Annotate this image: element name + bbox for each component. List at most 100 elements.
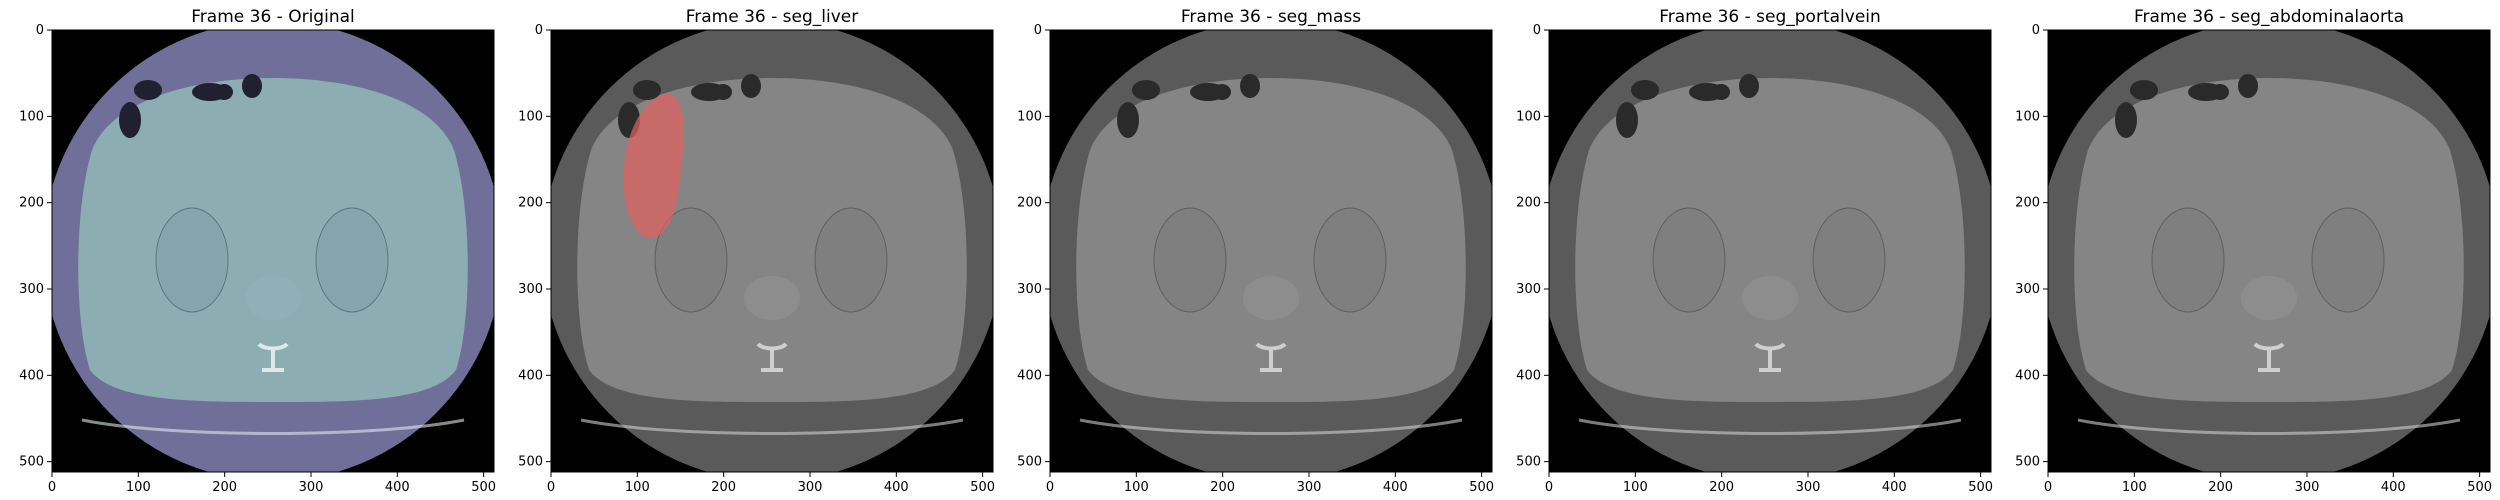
- table-line: [580, 418, 964, 435]
- right-kidney: [2311, 207, 2385, 313]
- body-section: [1076, 78, 1466, 402]
- axes-frame: [1548, 29, 1992, 473]
- y-tick-label: 100: [518, 109, 543, 124]
- gas-pocket: [2211, 84, 2229, 100]
- axis-ticks: 0 100 200 300 400 500 0 100 200 300 400 500: [518, 23, 995, 495]
- vertebral-body: [2241, 276, 2297, 320]
- vertebral-body: [1742, 276, 1798, 320]
- axis-ticks: 0 100 200 300 400 500 0 100 200 300 400 500: [19, 23, 496, 495]
- x-tick-label: 300: [798, 480, 823, 495]
- y-tick-label: 200: [518, 196, 543, 211]
- panel-title: Frame 36 - Original: [191, 7, 354, 27]
- body-section: [2074, 78, 2464, 402]
- right-kidney: [814, 207, 888, 313]
- y-tick-label: 0: [535, 23, 543, 38]
- table-line: [1578, 418, 1962, 435]
- gas-pocket: [1117, 102, 1139, 138]
- left-kidney: [2151, 207, 2225, 313]
- y-tick-label: 500: [1017, 455, 1042, 470]
- x-tick-label: 500: [1968, 480, 1993, 495]
- x-tick-label: 500: [471, 480, 496, 495]
- right-kidney: [1313, 207, 1387, 313]
- liver-segmentation-overlay: [623, 93, 684, 239]
- scan-image: [2048, 30, 2490, 472]
- panel-title: Frame 36 - seg_mass: [1181, 7, 1361, 27]
- x-tick-label: 400: [1383, 480, 1408, 495]
- gas-pocket: [741, 74, 761, 98]
- x-tick-label: 100: [625, 480, 650, 495]
- scan-image: [52, 30, 494, 472]
- axes-frame: [51, 29, 495, 473]
- y-tick-label: 400: [1516, 368, 1541, 383]
- gas-pocket: [1631, 80, 1659, 100]
- axis-ticks: 0 100 200 300 400 500 0 100 200 300 400 500: [1017, 23, 1494, 495]
- y-tick-label: 300: [2015, 282, 2040, 297]
- panel-title: Frame 36 - seg_portalvein: [1659, 7, 1881, 27]
- y-tick-label: 0: [2032, 23, 2040, 38]
- y-tick-label: 500: [1516, 455, 1541, 470]
- scan-image: [1050, 30, 1492, 472]
- left-kidney: [1153, 207, 1227, 313]
- y-tick-label: 300: [518, 282, 543, 297]
- gas-pocket: [1213, 84, 1231, 100]
- gas-pocket: [2115, 102, 2137, 138]
- x-tick-label: 200: [1210, 480, 1235, 495]
- right-kidney: [1812, 207, 1886, 313]
- scan-image: [1549, 30, 1991, 472]
- panel-original: Frame 36 - Original 0 100 200 300 400 500 0 100…: [19, 7, 496, 495]
- gas-pocket: [1132, 80, 1160, 100]
- x-tick-label: 300: [299, 480, 324, 495]
- y-tick-label: 400: [2015, 368, 2040, 383]
- y-tick-label: 200: [19, 196, 44, 211]
- x-tick-label: 0: [1545, 480, 1553, 495]
- y-tick-label: 200: [2015, 196, 2040, 211]
- body-section: [1575, 78, 1965, 402]
- axis-ticks: 0 100 200 300 400 500 0 100 200 300 400 500: [2015, 23, 2492, 495]
- y-tick-label: 300: [19, 282, 44, 297]
- y-tick-label: 0: [1034, 23, 1042, 38]
- x-tick-label: 0: [48, 480, 56, 495]
- gas-pocket: [1616, 102, 1638, 138]
- panel-title: Frame 36 - seg_liver: [686, 7, 859, 27]
- x-tick-label: 300: [2295, 480, 2320, 495]
- x-tick-label: 0: [1046, 480, 1054, 495]
- x-tick-label: 500: [1469, 480, 1494, 495]
- gas-pocket: [1712, 84, 1730, 100]
- gas-pocket: [1739, 74, 1759, 98]
- y-tick-label: 300: [1516, 282, 1541, 297]
- x-tick-label: 100: [1124, 480, 1149, 495]
- panel-title: Frame 36 - seg_abdominalaorta: [2134, 7, 2404, 27]
- x-tick-label: 200: [1709, 480, 1734, 495]
- gas-pocket: [633, 80, 661, 100]
- x-tick-label: 300: [1297, 480, 1322, 495]
- left-kidney: [155, 207, 229, 313]
- y-tick-label: 100: [2015, 109, 2040, 124]
- panel-seg-liver: Frame 36 - seg_liver 0 100 200 300 400 500 0 10…: [518, 7, 995, 495]
- left-kidney: [654, 207, 728, 313]
- spine-process: [756, 342, 788, 372]
- gas-pocket: [134, 80, 162, 100]
- y-tick-label: 100: [1017, 109, 1042, 124]
- axes-frame: [550, 29, 994, 473]
- x-tick-label: 0: [2044, 480, 2052, 495]
- y-tick-label: 300: [1017, 282, 1042, 297]
- table-line: [81, 418, 465, 435]
- y-tick-label: 100: [19, 109, 44, 124]
- vertebral-body: [744, 276, 800, 320]
- scan-image: [551, 30, 993, 472]
- y-tick-label: 400: [1017, 368, 1042, 383]
- spine-process: [257, 342, 289, 372]
- gas-pocket: [119, 102, 141, 138]
- axes-frame: [1049, 29, 1493, 473]
- x-tick-label: 100: [2122, 480, 2147, 495]
- gas-pocket: [242, 74, 262, 98]
- x-tick-label: 200: [2208, 480, 2233, 495]
- gas-pocket: [1240, 74, 1260, 98]
- y-tick-label: 400: [19, 368, 44, 383]
- x-tick-label: 0: [547, 480, 555, 495]
- spine-process: [1255, 342, 1287, 372]
- gas-pocket: [2130, 80, 2158, 100]
- x-tick-label: 400: [2381, 480, 2406, 495]
- table-line: [1079, 418, 1463, 435]
